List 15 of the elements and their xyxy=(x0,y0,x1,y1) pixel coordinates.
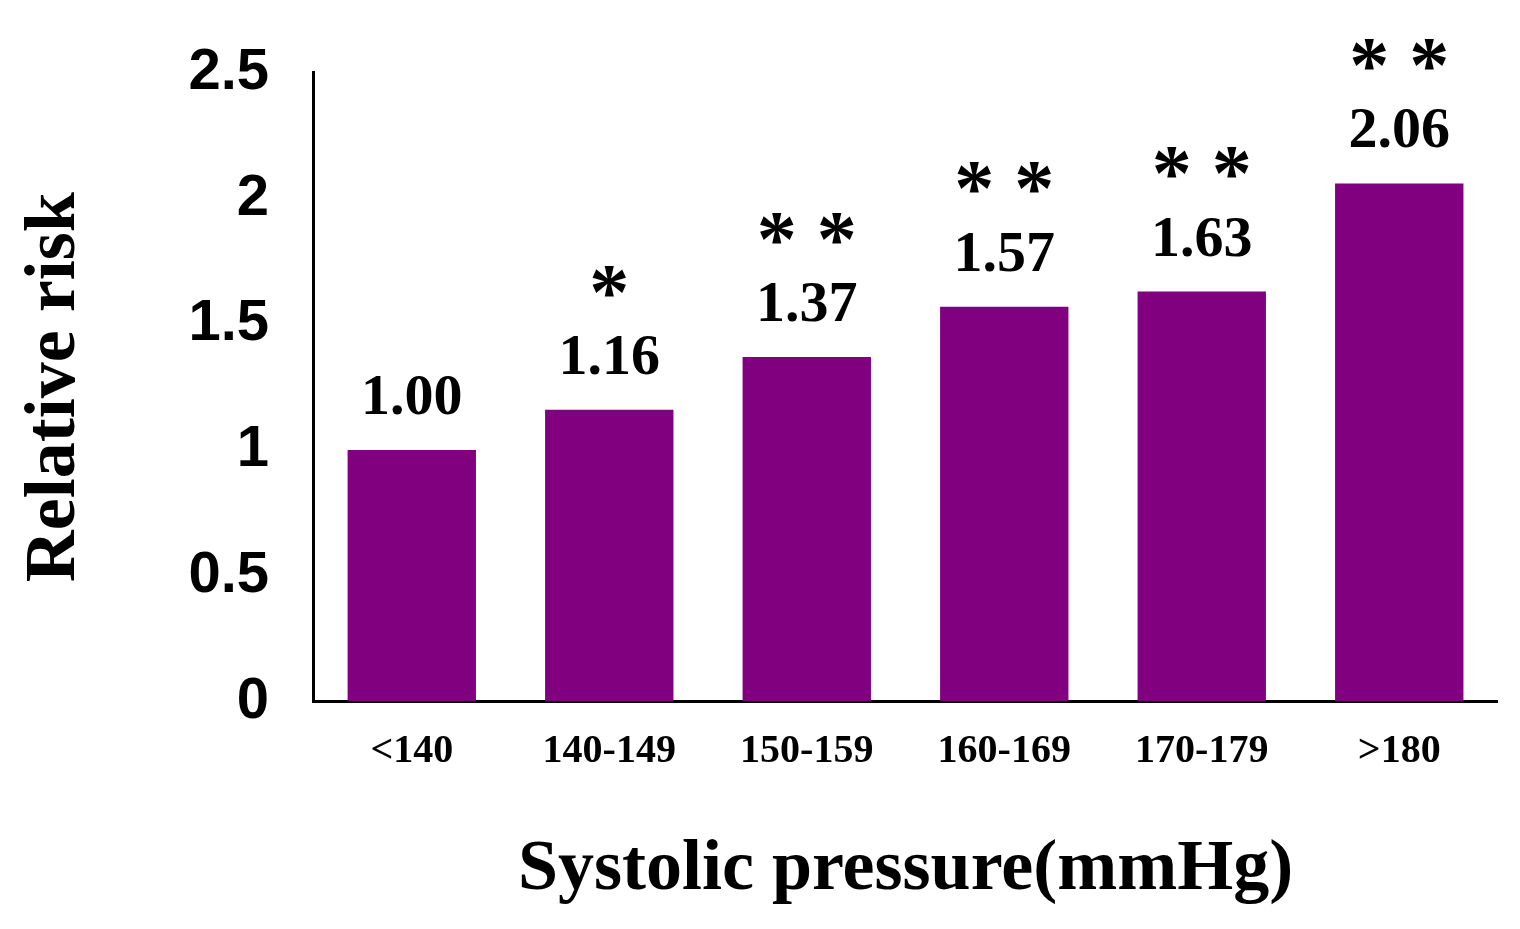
x-tick-label: >180 xyxy=(1357,725,1441,771)
y-tick-label: 1.5 xyxy=(188,287,270,353)
y-tick-label: 2 xyxy=(236,161,270,227)
x-tick-label: 140-149 xyxy=(542,725,676,771)
x-axis-title: Systolic pressure(mmHg) xyxy=(517,825,1294,906)
x-tick-label: 150-159 xyxy=(740,725,874,771)
data-label: 1.00 xyxy=(361,362,463,428)
y-tick-label: 1 xyxy=(236,413,270,479)
y-tick-label: 0 xyxy=(236,664,270,730)
y-tick-label: 2.5 xyxy=(188,35,270,101)
x-tick-label: <140 xyxy=(370,725,454,771)
x-tick-label: 170-179 xyxy=(1135,725,1269,771)
y-tick-label: 0.5 xyxy=(188,538,270,604)
x-tick-label: 160-169 xyxy=(937,725,1071,771)
y-axis-title: Relative risk xyxy=(9,192,90,583)
